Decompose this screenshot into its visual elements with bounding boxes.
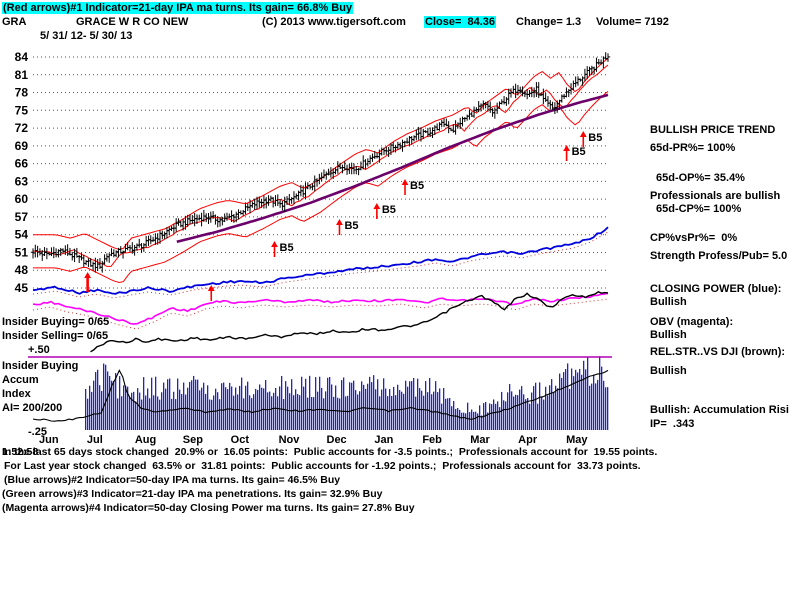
indicator1-summary: (Red arrows)#1 Indicator=21-day IPA ma t… — [2, 2, 354, 14]
volume-value: Volume= 7192 — [596, 16, 669, 28]
closing-power-label: CLOSING POWER (blue): — [650, 283, 782, 295]
cp-vs-pr: CP%vsPr%= 0% — [650, 232, 738, 244]
y-axis-label: 81 — [15, 68, 29, 82]
x-axis-months: Jun Jul Aug Sep Oct Nov Dec Jan Feb Mar Apr May — [0, 434, 800, 448]
price-trend-status: BULLISH PRICE TREND — [650, 124, 776, 136]
y-axis-label: 51 — [15, 245, 29, 259]
ip-value: IP= .343 — [650, 418, 695, 430]
insider-selling-count: Insider Selling= 0/65 — [2, 330, 109, 342]
close-value: Close= 84.36 — [424, 16, 497, 28]
indicator3-summary: (Green arrows)#3 Indicator=21-day IPA ma… — [2, 488, 383, 500]
month-label: Feb — [422, 434, 442, 446]
y-axis-label: 54 — [15, 228, 29, 242]
month-label: Jul — [86, 434, 103, 446]
company-name: GRACE W R CO NEW — [76, 16, 189, 28]
y-axis-label: 69 — [15, 139, 29, 153]
b5-label: B5 — [572, 146, 586, 158]
month-label: Jun — [39, 434, 59, 446]
ai-plus-level: +.50 — [28, 344, 50, 356]
footer-line-65days: In the last 65 days stock changed 20.9% … — [2, 446, 658, 458]
month-label: Sep — [182, 434, 203, 446]
insider-buying-count: Insider Buying= 0/65 — [2, 316, 110, 328]
obv-label: OBV (magenta): — [650, 316, 734, 328]
relstr-status: Bullish — [650, 365, 687, 377]
b5-label: B5 — [410, 180, 424, 192]
y-axis-label: 45 — [15, 281, 29, 295]
indicator1-text: (Red arrows)#1 Indicator=21-day IPA ma t… — [2, 2, 354, 14]
month-label: Aug — [134, 434, 157, 446]
y-axis-label: 84 — [15, 50, 29, 64]
date-range: 5/ 31/ 12- 5/ 30/ 13 — [40, 30, 133, 42]
indicator4-summary: (Magenta arrows)#4 Indicator=50-day Clos… — [2, 502, 415, 514]
month-label: Apr — [518, 434, 538, 446]
insider-buying-title: Insider Buying — [2, 360, 79, 372]
change-value: Change= 1.3 — [516, 16, 582, 28]
closing-power-status: Bullish — [650, 296, 687, 308]
accumulation-status: Bullish: Accumulation Risi — [650, 404, 789, 416]
clock-time: 1:52:58 — [2, 446, 39, 458]
b5-label: B5 — [280, 242, 294, 254]
month-label: Oct — [230, 434, 249, 446]
month-label: Mar — [470, 434, 490, 446]
relstr-label: REL.STR..VS DJI (brown): — [650, 346, 786, 358]
b5-label: B5 — [382, 204, 396, 216]
y-axis-label: 78 — [15, 86, 29, 100]
y-axis-label: 48 — [15, 263, 29, 277]
y-axis-label: 63 — [15, 174, 29, 188]
accum-label: Accum — [2, 374, 39, 386]
professionals-status: Professionals are bullish — [650, 190, 781, 202]
footer-line-year: For Last year stock changed 63.5% or 31.… — [4, 460, 641, 472]
indicator2-summary: (Blue arrows)#2 Indicator=50-day IPA ma … — [4, 474, 341, 486]
y-axis-label: 75 — [15, 103, 29, 117]
obv-status: Bullish — [650, 329, 687, 341]
y-axis-label: 60 — [15, 192, 29, 206]
strength-ratio: Strength Profess/Pub= 5.0 — [650, 250, 788, 262]
month-label: Dec — [326, 434, 347, 446]
month-label: Nov — [278, 434, 300, 446]
index-label: Index — [2, 388, 31, 400]
ticker-symbol: GRA — [2, 16, 27, 28]
cp-percent: 65d-CP%= 100% — [656, 203, 742, 215]
ai-minus-level: -.25 — [28, 426, 47, 438]
y-axis-label: 57 — [15, 210, 29, 224]
b5-label: B5 — [588, 132, 602, 144]
op-percent: 65d-OP%= 35.4% — [656, 172, 745, 184]
ai-value: AI= 200/200 — [2, 402, 63, 414]
y-axis-label: 72 — [15, 121, 29, 135]
y-axis-label: 66 — [15, 157, 29, 171]
b5-label: B5 — [344, 220, 358, 232]
pr-percent: 65d-PR%= 100% — [650, 142, 736, 154]
month-label: Jan — [374, 434, 394, 446]
copyright-text: (C) 2013 www.tigersoft.com — [262, 16, 406, 28]
month-label: May — [566, 434, 588, 446]
close-value-text: Close= 84.36 — [424, 16, 497, 28]
